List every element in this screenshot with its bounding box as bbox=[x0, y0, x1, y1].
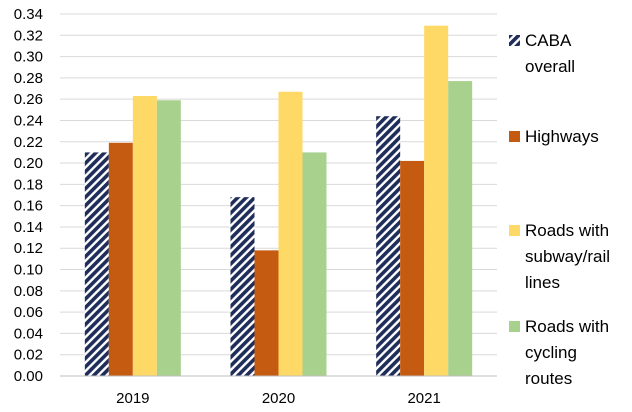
x-tick-label: 2019 bbox=[116, 390, 149, 407]
y-tick-label: 0.02 bbox=[14, 347, 43, 364]
legend-swatch bbox=[509, 35, 520, 46]
bar-roads-with-subway-rail-lines-2019 bbox=[132, 95, 157, 376]
bar-roads-with-cycling-routes-2020 bbox=[302, 152, 327, 376]
legend-label: CABA bbox=[525, 31, 572, 50]
legend-label: Roads with bbox=[525, 221, 609, 240]
y-tick-label: 0.12 bbox=[14, 240, 43, 257]
legend-swatch bbox=[509, 131, 520, 142]
bar-roads-with-subway-rail-lines-2021 bbox=[424, 25, 449, 377]
bar-highways-2019 bbox=[108, 142, 133, 376]
bar-caba-overall-2021 bbox=[376, 116, 401, 376]
y-tick-label: 0.14 bbox=[14, 219, 43, 236]
y-tick-label: 0.24 bbox=[14, 112, 43, 129]
legend-label: Roads with bbox=[525, 317, 609, 336]
y-tick-label: 0.30 bbox=[14, 49, 43, 66]
y-tick-label: 0.20 bbox=[14, 155, 43, 172]
y-tick-label: 0.10 bbox=[14, 262, 43, 279]
x-tick-label: 2021 bbox=[407, 390, 440, 407]
y-tick-label: 0.28 bbox=[14, 70, 43, 87]
y-tick-label: 0.06 bbox=[14, 304, 43, 321]
x-tick-label: 2020 bbox=[262, 390, 295, 407]
bar-roads-with-subway-rail-lines-2020 bbox=[278, 91, 303, 377]
bar-highways-2020 bbox=[254, 250, 279, 376]
legend-label: routes bbox=[525, 369, 572, 388]
legend-label: lines bbox=[525, 273, 560, 292]
y-tick-label: 0.00 bbox=[14, 368, 43, 385]
legend-label: overall bbox=[525, 57, 575, 76]
y-tick-label: 0.22 bbox=[14, 134, 43, 151]
bar-caba-overall-2019 bbox=[84, 152, 109, 376]
legend-swatch bbox=[509, 321, 520, 332]
y-tick-label: 0.26 bbox=[14, 91, 43, 108]
legend-label: Highways bbox=[525, 127, 599, 146]
y-tick-label: 0.04 bbox=[14, 325, 43, 342]
bar-roads-with-cycling-routes-2021 bbox=[448, 81, 473, 376]
legend-label: cycling bbox=[525, 343, 577, 362]
legend-swatch bbox=[509, 225, 520, 236]
y-tick-label: 0.18 bbox=[14, 176, 43, 193]
y-tick-label: 0.32 bbox=[14, 27, 43, 44]
bar-roads-with-cycling-routes-2019 bbox=[156, 100, 181, 376]
legend: CABA overall Highways Roads with subway/rail… bbox=[509, 31, 610, 388]
bar-highways-2021 bbox=[400, 160, 425, 376]
bars bbox=[84, 25, 473, 377]
legend-label: subway/rail bbox=[525, 247, 610, 266]
y-axis-ticks: 0.00 0.02 0.04 0.06 0.08 0.10 0.12 0.14 0.16 0.18… bbox=[14, 6, 43, 385]
y-tick-label: 0.08 bbox=[14, 283, 43, 300]
bar-caba-overall-2020 bbox=[230, 197, 255, 376]
y-tick-label: 0.16 bbox=[14, 198, 43, 215]
y-tick-label: 0.34 bbox=[14, 6, 43, 23]
x-axis-ticks: 2019 2020 2021 bbox=[116, 390, 441, 407]
